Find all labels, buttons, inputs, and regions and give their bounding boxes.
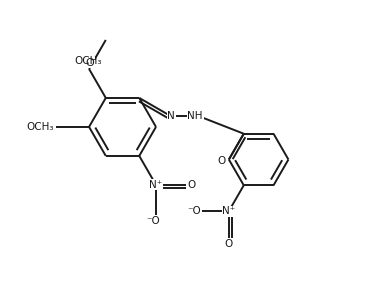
Text: OCH₃: OCH₃: [26, 122, 54, 132]
Text: O: O: [85, 58, 94, 68]
Text: N⁺: N⁺: [149, 180, 162, 190]
Text: O: O: [217, 156, 225, 166]
Text: N⁺: N⁺: [222, 206, 235, 216]
Text: OCH₃: OCH₃: [74, 56, 101, 66]
Text: N: N: [167, 111, 175, 121]
Text: O: O: [187, 180, 196, 190]
Text: ⁻O: ⁻O: [187, 206, 201, 216]
Text: O: O: [225, 239, 233, 249]
Text: NH: NH: [187, 111, 203, 121]
Text: ⁻O: ⁻O: [146, 216, 160, 226]
